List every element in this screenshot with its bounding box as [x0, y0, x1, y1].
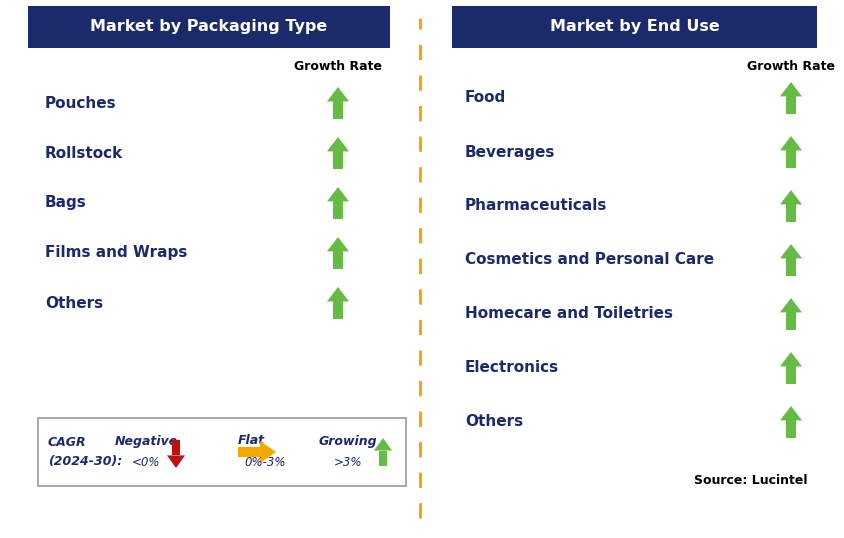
Text: Others: Others: [464, 414, 522, 429]
Polygon shape: [333, 301, 342, 319]
Text: 0%-3%: 0%-3%: [244, 456, 285, 469]
Text: Cosmetics and Personal Care: Cosmetics and Personal Care: [464, 252, 713, 267]
Polygon shape: [779, 298, 801, 313]
Text: Beverages: Beverages: [464, 145, 555, 159]
Polygon shape: [374, 438, 392, 451]
Polygon shape: [786, 151, 795, 168]
Polygon shape: [779, 82, 801, 96]
Text: Flat: Flat: [237, 435, 264, 448]
Text: Electronics: Electronics: [464, 360, 559, 376]
Polygon shape: [786, 420, 795, 438]
Text: Growth Rate: Growth Rate: [746, 60, 834, 73]
Polygon shape: [327, 287, 349, 301]
Polygon shape: [786, 204, 795, 222]
Polygon shape: [167, 455, 185, 468]
Polygon shape: [327, 187, 349, 201]
Polygon shape: [327, 137, 349, 151]
Text: Negative: Negative: [114, 435, 177, 448]
Text: Bags: Bags: [45, 195, 87, 210]
Polygon shape: [786, 313, 795, 330]
Text: (2024-30):: (2024-30):: [48, 455, 122, 468]
Bar: [28, 6, 390, 48]
Polygon shape: [333, 201, 342, 219]
Text: Rollstock: Rollstock: [45, 145, 123, 160]
Text: >3%: >3%: [333, 456, 362, 469]
Polygon shape: [779, 352, 801, 366]
Text: Others: Others: [45, 295, 103, 310]
Text: Homecare and Toiletries: Homecare and Toiletries: [464, 307, 672, 322]
Polygon shape: [172, 440, 180, 455]
Polygon shape: [333, 101, 342, 119]
Text: <0%: <0%: [132, 456, 160, 469]
Text: Pharmaceuticals: Pharmaceuticals: [464, 199, 607, 214]
Text: Growing: Growing: [318, 435, 377, 448]
Polygon shape: [379, 451, 387, 466]
Polygon shape: [779, 406, 801, 420]
Polygon shape: [786, 366, 795, 384]
Polygon shape: [260, 441, 276, 463]
Polygon shape: [786, 96, 795, 114]
Polygon shape: [327, 87, 349, 101]
Polygon shape: [238, 448, 260, 457]
Text: Market by Packaging Type: Market by Packaging Type: [90, 19, 327, 34]
Polygon shape: [333, 151, 342, 169]
Text: Food: Food: [464, 90, 506, 105]
Text: Source: Lucintel: Source: Lucintel: [694, 473, 807, 486]
Polygon shape: [786, 258, 795, 276]
Text: Films and Wraps: Films and Wraps: [45, 245, 187, 260]
Text: CAGR: CAGR: [48, 436, 87, 450]
Polygon shape: [779, 190, 801, 204]
Polygon shape: [333, 251, 342, 269]
Bar: [452, 6, 816, 48]
Text: Market by End Use: Market by End Use: [549, 19, 718, 34]
Text: Pouches: Pouches: [45, 96, 116, 110]
Polygon shape: [327, 237, 349, 251]
Polygon shape: [779, 244, 801, 258]
Polygon shape: [779, 136, 801, 151]
Bar: [38, 418, 405, 486]
Text: Growth Rate: Growth Rate: [294, 60, 381, 73]
